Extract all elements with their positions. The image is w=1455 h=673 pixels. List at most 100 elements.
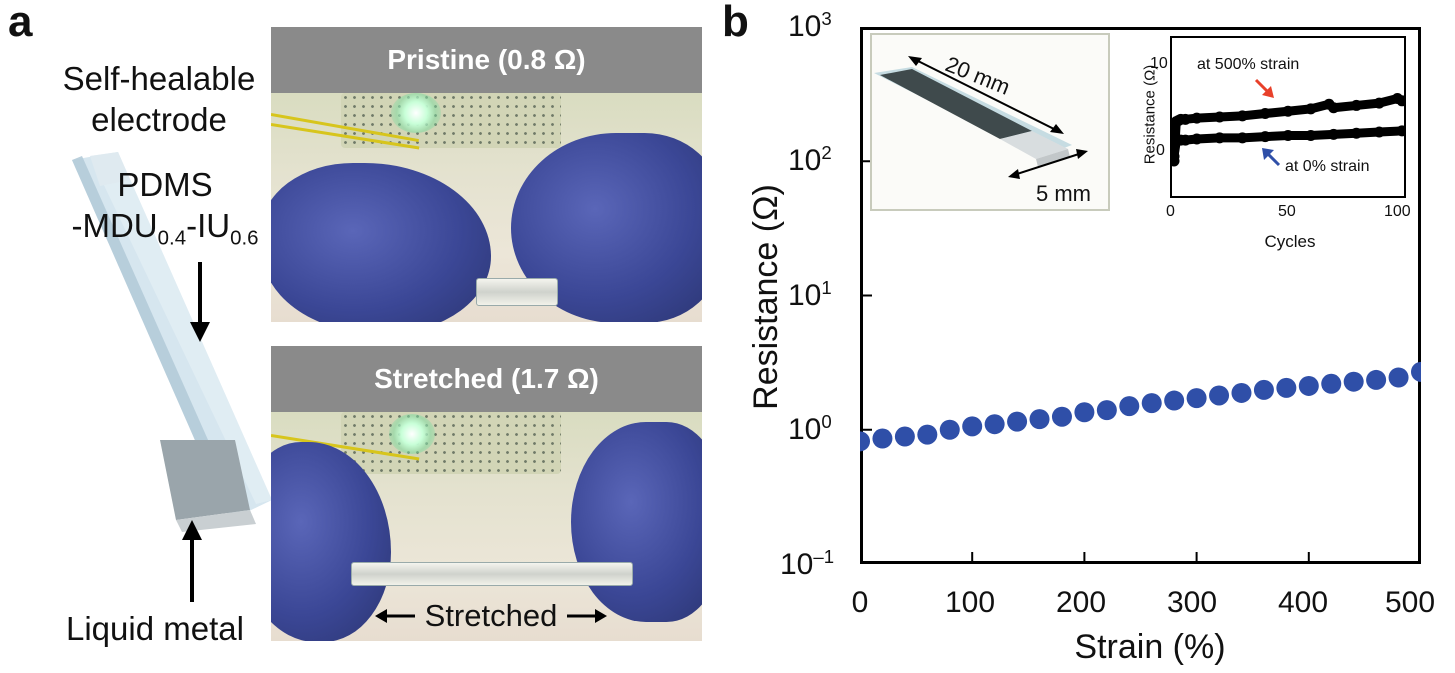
material-mid: -IU xyxy=(186,207,231,245)
inset-electrode-drawing xyxy=(874,56,1088,179)
inset-plot-frame xyxy=(1170,36,1406,198)
data-point xyxy=(1298,375,1319,396)
data-point xyxy=(860,431,870,452)
data-point xyxy=(894,426,915,447)
led-lit xyxy=(389,414,435,454)
arrow-right-icon xyxy=(567,608,608,623)
data-point xyxy=(1141,393,1162,414)
y-tick-exp: 2 xyxy=(821,142,832,163)
inset-data-point xyxy=(1236,132,1248,144)
electrode-strip-stretched xyxy=(351,562,633,586)
y-tick-base: 10 xyxy=(788,413,822,446)
material-sub-1: 0.4 xyxy=(157,226,187,250)
stretched-caption-text: Stretched xyxy=(424,598,558,633)
material-label-line2: -MDU0.4-IU0.6 xyxy=(50,205,280,251)
electrode-label-line2: electrode xyxy=(91,101,227,139)
inset-data-point xyxy=(1214,132,1226,144)
y-tick-label: 101 xyxy=(788,277,832,312)
inset-data-point xyxy=(1350,99,1362,111)
y-tick-base: 10 xyxy=(788,10,822,43)
y-tick-exp: 1 xyxy=(821,277,832,298)
x-tick-label: 100 xyxy=(944,586,996,619)
data-point xyxy=(1411,361,1421,382)
x-tick-label: 200 xyxy=(1055,586,1107,619)
inset-x-label: Cycles xyxy=(1264,232,1316,251)
inset-width-label: 5 mm xyxy=(1036,181,1091,206)
inset-data-point xyxy=(1170,150,1180,162)
inset-y-label: Resistance (Ω) xyxy=(1141,64,1159,165)
data-point xyxy=(1366,369,1387,390)
data-point xyxy=(1388,367,1409,388)
inset-y-tick: 10 xyxy=(1150,55,1168,72)
data-point xyxy=(1343,371,1364,392)
inset-data-point xyxy=(1282,130,1294,142)
data-point xyxy=(1074,402,1095,423)
material-sub-2: 0.6 xyxy=(230,226,259,250)
glove-left xyxy=(271,163,491,322)
inset-data-point xyxy=(1179,113,1191,125)
inset-data-point xyxy=(1373,97,1385,109)
material-arrow-icon xyxy=(190,262,210,342)
data-point xyxy=(917,424,938,445)
liquid-metal-label: Liquid metal xyxy=(66,610,244,647)
electrode-illustration xyxy=(72,152,272,532)
data-point xyxy=(1164,390,1185,411)
electrode-strip xyxy=(476,278,558,306)
y-tick-base: 10 xyxy=(780,548,814,581)
inset-data-point xyxy=(1350,127,1362,139)
inset-data-point xyxy=(1305,130,1317,142)
y-tick-label: 100 xyxy=(788,411,832,446)
data-point xyxy=(1231,382,1252,403)
y-tick-exp: 3 xyxy=(821,8,832,29)
stretched-caption: Stretched xyxy=(361,600,621,631)
breadboard xyxy=(341,93,561,148)
data-point xyxy=(872,428,893,449)
material-label-line1: PDMS xyxy=(117,166,213,203)
data-point xyxy=(1029,409,1050,430)
data-point xyxy=(1096,400,1117,421)
inset-data-point xyxy=(1373,126,1385,138)
electrode-label: Self-healable electrode xyxy=(44,58,274,141)
data-point xyxy=(984,414,1005,435)
material-prefix: -MDU xyxy=(71,207,158,245)
data-point xyxy=(1119,396,1140,417)
inset-data-point xyxy=(1259,131,1271,143)
data-point xyxy=(962,416,983,437)
panel-b-letter: b xyxy=(722,0,749,46)
data-point xyxy=(1253,379,1274,400)
inset-data-point xyxy=(1396,125,1406,137)
data-point xyxy=(1007,411,1028,432)
red-arrow-icon xyxy=(1254,78,1274,98)
main-plot xyxy=(860,27,1421,564)
data-point xyxy=(1276,377,1297,398)
y-tick-label: 102 xyxy=(788,142,832,176)
led-lit xyxy=(391,93,441,133)
y-tick-label: 103 xyxy=(788,8,832,43)
inset-x-tick: 100 xyxy=(1384,203,1411,220)
inset-image: 20 mm 5 mm xyxy=(870,33,1110,211)
photo-pristine-title: Pristine (0.8 Ω) xyxy=(271,27,702,93)
breadboard xyxy=(341,412,561,474)
inset-data-point xyxy=(1191,133,1203,145)
x-axis-label: Strain (%) xyxy=(1074,628,1226,666)
inset-data-point xyxy=(1305,103,1317,115)
inset-y-tick: 0 xyxy=(1156,142,1165,159)
y-tick-exp: 0 xyxy=(821,411,832,432)
inset-annotation-500: at 500% strain xyxy=(1197,56,1300,73)
inset-x-tick: 50 xyxy=(1278,203,1296,220)
inset-plot xyxy=(1170,92,1406,167)
data-point xyxy=(1051,406,1072,427)
inset-data-point xyxy=(1236,110,1248,122)
data-point xyxy=(1209,385,1230,406)
blue-arrow-icon xyxy=(1262,148,1281,167)
inset-data-point xyxy=(1191,112,1203,124)
photo-pristine-scene xyxy=(271,93,702,322)
x-tick-label: 0 xyxy=(851,586,869,619)
y-tick-base: 10 xyxy=(788,279,822,312)
material-label: PDMS -MDU0.4-IU0.6 xyxy=(50,164,280,251)
arrow-left-icon xyxy=(374,608,415,623)
data-point xyxy=(1321,373,1342,394)
photo-stretched-title: Stretched (1.7 Ω) xyxy=(271,346,702,412)
inset-data-point xyxy=(1328,128,1340,140)
liquid-metal-arrow-icon xyxy=(182,520,202,602)
